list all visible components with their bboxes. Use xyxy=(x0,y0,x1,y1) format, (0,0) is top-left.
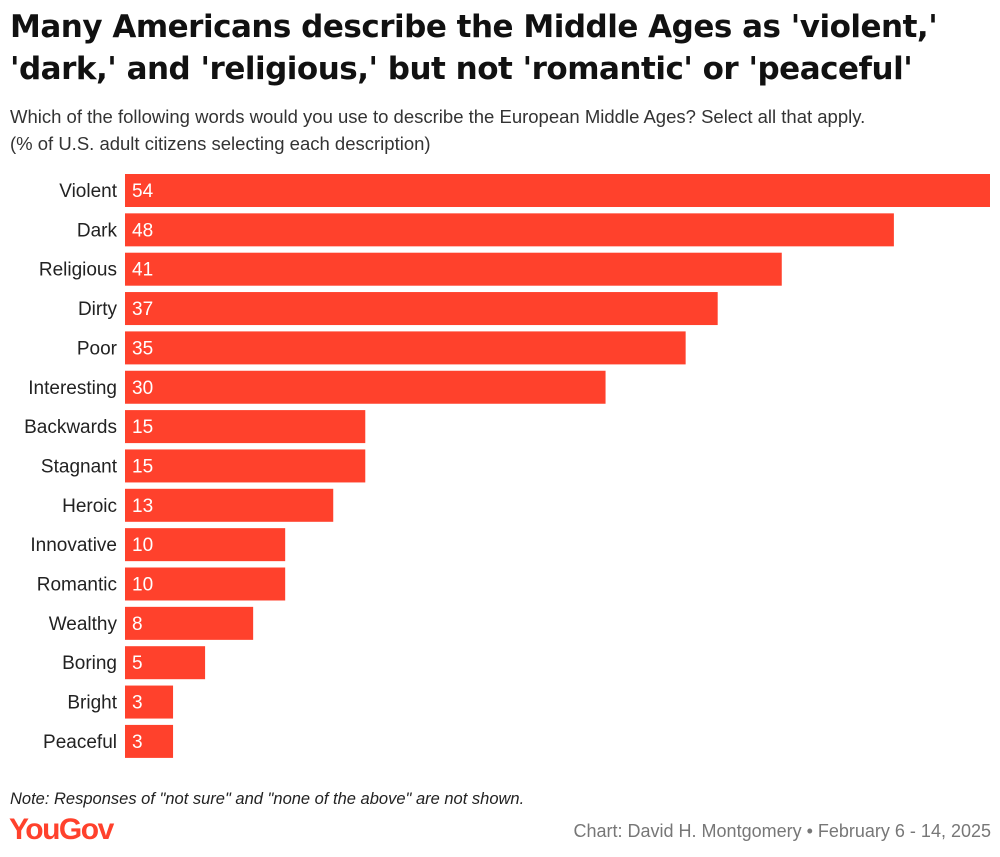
value-label-boring: 5 xyxy=(132,653,143,674)
subtitle-question: Which of the following words would you u… xyxy=(10,106,866,127)
category-label-interesting: Interesting xyxy=(28,378,117,399)
bar-bright xyxy=(125,685,174,719)
category-label-poor: Poor xyxy=(77,338,118,359)
value-label-dark: 48 xyxy=(132,220,153,241)
category-label-heroic: Heroic xyxy=(62,496,117,517)
bar-boring xyxy=(125,646,206,680)
bar-peaceful xyxy=(125,724,174,758)
chart-credit: Chart: David H. Montgomery • February 6 … xyxy=(573,821,991,841)
category-label-romantic: Romantic xyxy=(37,575,117,596)
value-label-religious: 41 xyxy=(132,260,153,281)
value-label-stagnant: 15 xyxy=(132,456,153,477)
value-label-romantic: 10 xyxy=(132,575,153,596)
chart-title: Many Americans describe the Middle Ages … xyxy=(10,9,938,87)
category-label-backwards: Backwards xyxy=(24,417,117,438)
category-label-stagnant: Stagnant xyxy=(41,456,118,477)
bar-poor xyxy=(125,331,686,365)
value-label-interesting: 30 xyxy=(132,378,153,399)
bar-backwards xyxy=(125,410,366,444)
value-label-bright: 3 xyxy=(132,693,143,714)
category-label-religious: Religious xyxy=(39,260,117,281)
value-label-backwards: 15 xyxy=(132,417,153,438)
category-label-dark: Dark xyxy=(77,220,118,241)
category-label-violent: Violent xyxy=(59,181,117,202)
value-label-dirty: 37 xyxy=(132,299,153,320)
value-label-wealthy: 8 xyxy=(132,614,143,635)
subtitle-units: (% of U.S. adult citizens selecting each… xyxy=(10,133,431,154)
bar-dirty xyxy=(125,292,718,326)
bar-innovative xyxy=(125,528,286,562)
chart-note: Note: Responses of "not sure" and "none … xyxy=(10,790,525,808)
category-label-wealthy: Wealthy xyxy=(49,614,118,635)
value-label-peaceful: 3 xyxy=(132,732,143,753)
category-label-innovative: Innovative xyxy=(30,535,117,556)
bar-wealthy xyxy=(125,606,254,640)
bar-violent xyxy=(125,174,990,207)
value-label-innovative: 10 xyxy=(132,535,153,556)
bar-interesting xyxy=(125,370,606,404)
value-label-poor: 35 xyxy=(132,338,153,359)
bar-religious xyxy=(125,252,782,286)
yougov-logo: YouGov xyxy=(9,813,114,846)
chart-subtitle: Which of the following words would you u… xyxy=(10,103,995,157)
value-label-violent: 54 xyxy=(132,181,154,202)
category-label-dirty: Dirty xyxy=(78,299,118,320)
category-label-bright: Bright xyxy=(67,693,117,714)
bar-dark xyxy=(125,213,894,247)
category-label-boring: Boring xyxy=(62,653,117,674)
category-label-peaceful: Peaceful xyxy=(43,732,117,753)
bar-stagnant xyxy=(125,449,366,483)
value-label-heroic: 13 xyxy=(132,496,153,517)
bar-romantic xyxy=(125,567,286,601)
bar-heroic xyxy=(125,488,334,522)
